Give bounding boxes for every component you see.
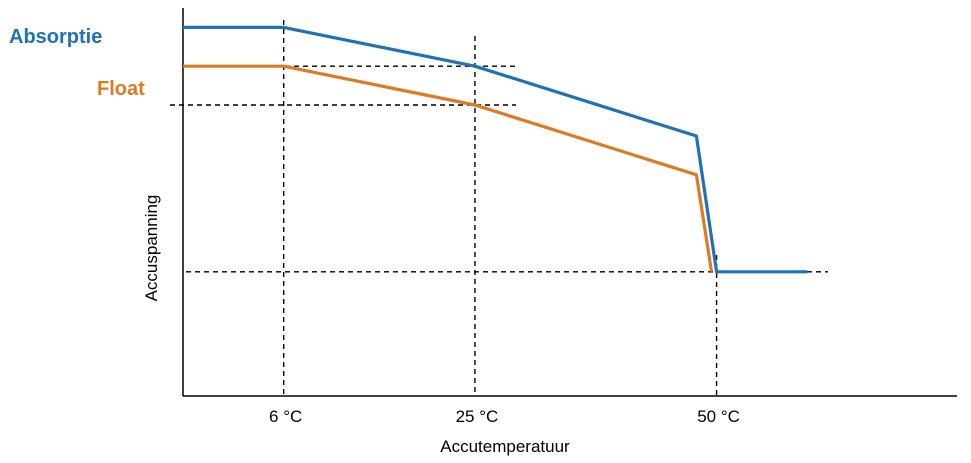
series-label-absorptie: Absorptie <box>9 26 102 48</box>
x-tick-labels: 6 °C 25 °C 50 °C <box>269 407 740 426</box>
x-axis-title: Accutemperatuur <box>440 437 570 456</box>
axes <box>182 8 957 397</box>
series-line-absorptie <box>183 25 808 274</box>
series-line-float <box>183 64 714 273</box>
x-tick-label-50: 50 °C <box>697 407 740 426</box>
x-tick-label-25: 25 °C <box>456 407 499 426</box>
x-tick-label-6: 6 °C <box>269 407 302 426</box>
series-labels: Absorptie Float <box>9 26 145 100</box>
reference-lines <box>170 20 828 396</box>
y-axis-title: Accuspanning <box>142 195 161 302</box>
series-label-float: Float <box>97 78 145 100</box>
series-lines <box>183 25 808 274</box>
